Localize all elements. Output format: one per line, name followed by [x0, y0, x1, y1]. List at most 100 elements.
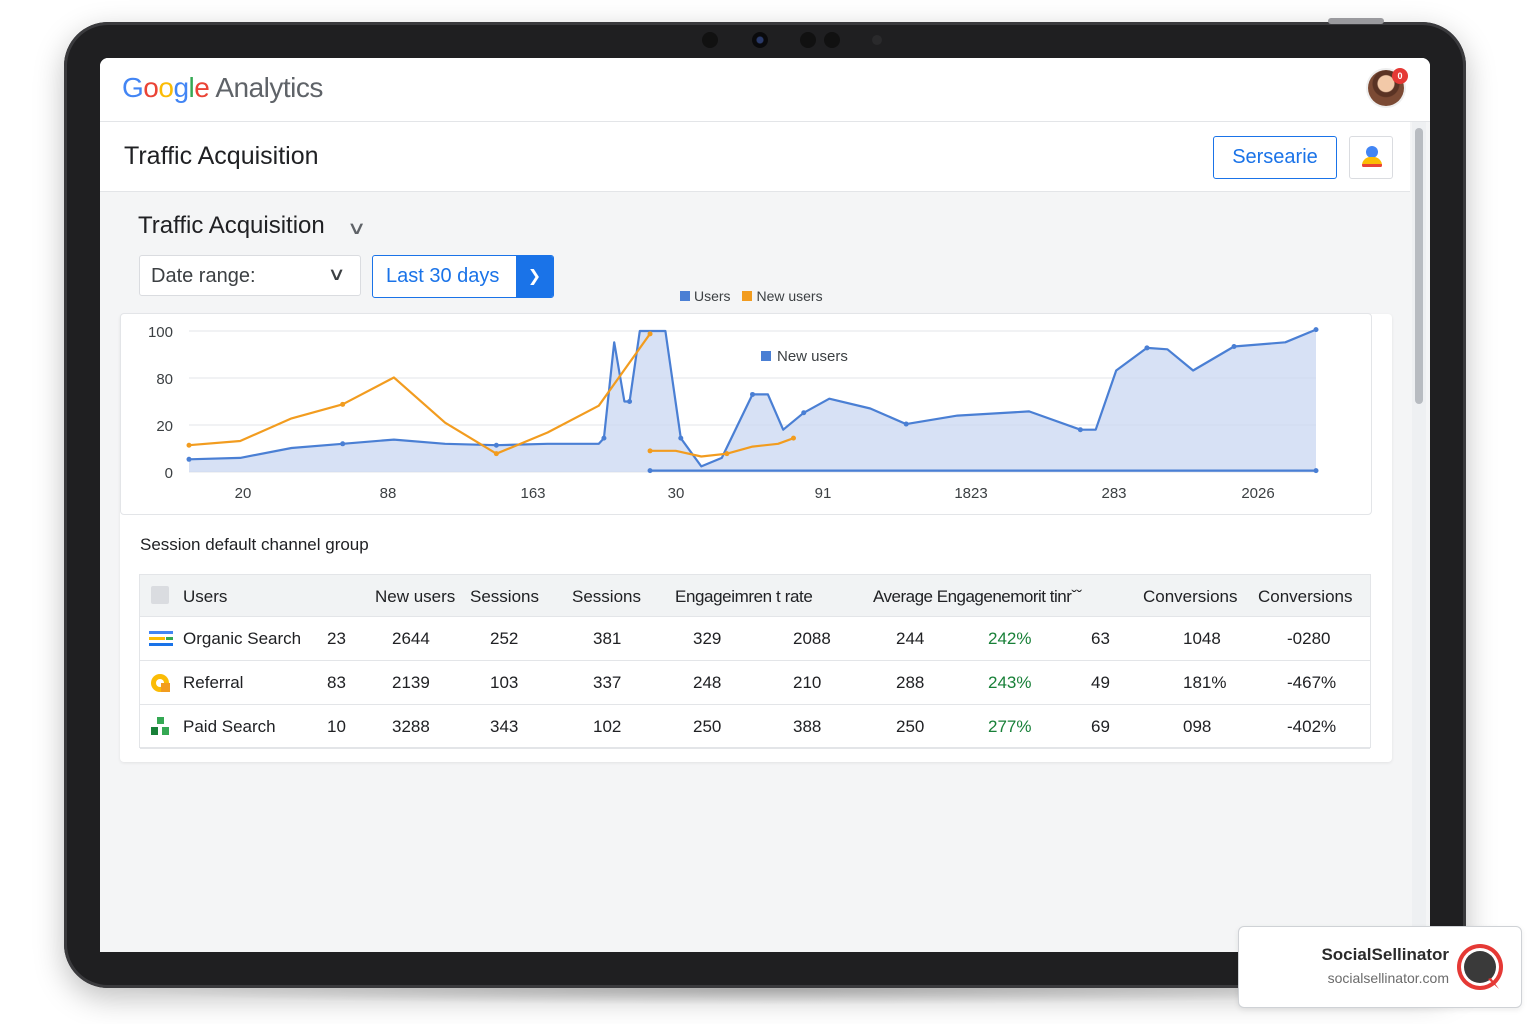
table-cell: 277%	[988, 717, 1032, 736]
table-header: Users New users Sessions Sessions Engage…	[140, 575, 1370, 617]
y-tick-label: 20	[156, 418, 173, 435]
data-point[interactable]	[186, 456, 192, 462]
save-button[interactable]: Sersearie	[1213, 136, 1337, 179]
logo-letter: l	[188, 72, 195, 103]
data-point[interactable]	[750, 391, 755, 397]
chart-svg: 100 80 20 0 20 88 163 30 91 1823 283 2026 New users	[148, 324, 1319, 502]
logo-product-name: Analytics	[215, 72, 323, 103]
data-point[interactable]	[647, 331, 653, 337]
legend-swatch-users	[680, 291, 690, 301]
table-cell: 098	[1183, 717, 1212, 736]
table-cell: 250	[693, 717, 722, 736]
table-cell: 210	[793, 673, 822, 692]
table-cell: 337	[593, 673, 622, 692]
table-cell: 83	[327, 673, 346, 692]
data-point[interactable]	[903, 421, 909, 427]
date-range-value: Last 30 days	[386, 265, 500, 287]
legend-label-new-users[interactable]: New users	[756, 288, 823, 304]
data-point[interactable]	[1313, 327, 1319, 333]
paid-search-icon	[151, 717, 169, 735]
date-range-label: Date range:	[151, 265, 256, 287]
series-line-new-users[interactable]	[188, 333, 651, 455]
table-row[interactable]: Organic Search 23 2644 252 381 329 2088 244 242%…	[140, 617, 1370, 661]
table-cell: 388	[793, 717, 822, 736]
table-title: Session default channel group	[140, 535, 369, 554]
table-cell: 244	[896, 629, 925, 648]
data-point[interactable]	[601, 435, 607, 441]
table-cell: 63	[1091, 629, 1110, 648]
camera-bar	[700, 30, 890, 50]
page-title: Traffic Acquisition	[124, 142, 319, 170]
legend-swatch-inner	[761, 351, 771, 361]
logo-letter: o	[143, 72, 159, 103]
chevron-down-icon: ∨	[327, 264, 346, 284]
table-cell: 343	[490, 717, 519, 736]
logo-letter: G	[122, 72, 144, 103]
share-button[interactable]	[1349, 136, 1393, 179]
select-all-checkbox[interactable]	[151, 586, 169, 604]
data-point[interactable]	[801, 410, 807, 416]
data-point[interactable]	[1077, 427, 1083, 433]
table-cell: 2088	[793, 629, 831, 648]
data-point[interactable]	[1144, 345, 1150, 351]
x-tick-label: 20	[235, 485, 252, 502]
y-tick-label: 80	[156, 371, 173, 388]
data-point[interactable]	[186, 442, 192, 448]
date-range-value-select[interactable]: Last 30 days ❯	[372, 255, 554, 298]
column-header[interactable]: Average Engagenemorit tinrˇˇ	[873, 587, 1082, 606]
data-point[interactable]	[647, 448, 653, 454]
channel-name[interactable]: Organic Search	[183, 629, 302, 648]
column-header[interactable]: New users	[375, 587, 456, 606]
table-cell: 381	[593, 629, 622, 648]
chevron-down-icon[interactable]: ❯	[516, 256, 553, 297]
column-header[interactable]: Conversions	[1143, 587, 1238, 606]
date-range-select[interactable]: Date range: ∨	[139, 255, 361, 296]
table-cell: 252	[490, 629, 519, 648]
data-point[interactable]	[340, 441, 346, 447]
table-row[interactable]: Referral 83 2139 103 337 248 210 288 243% 49 181% -…	[140, 661, 1370, 705]
column-header[interactable]: Sessions	[470, 587, 539, 606]
google-analytics-logo[interactable]: Google Analytics	[122, 72, 323, 104]
column-header[interactable]: Conversions	[1258, 587, 1353, 606]
legend-label-users[interactable]: Users	[694, 288, 731, 304]
data-point[interactable]	[493, 442, 499, 448]
scrollbar-thumb[interactable]	[1415, 128, 1423, 404]
series-area-users	[189, 329, 1316, 472]
camera-sensor	[702, 32, 718, 48]
table-cell: 329	[693, 629, 722, 648]
scrollbar[interactable]	[1412, 122, 1426, 952]
table-row[interactable]: Paid Search 10 3288 343 102 250 388 250 277% 69 09…	[140, 705, 1370, 749]
data-point[interactable]	[627, 399, 633, 404]
data-point[interactable]	[724, 451, 730, 457]
data-point[interactable]	[647, 468, 653, 474]
table-cell: 2139	[392, 673, 430, 692]
socialsellinator-logo-icon	[1457, 944, 1503, 990]
table-cell: 243%	[988, 673, 1032, 692]
x-tick-label: 283	[1101, 485, 1126, 502]
table-cell: -402%	[1287, 717, 1337, 736]
column-header[interactable]: Sessions	[572, 587, 641, 606]
page-header: Traffic Acquisition Sersearie	[100, 122, 1410, 192]
data-point[interactable]	[1231, 344, 1237, 350]
data-point[interactable]	[1313, 468, 1319, 474]
data-point[interactable]	[678, 435, 684, 441]
camera-sensor	[872, 35, 882, 45]
x-tick-label: 88	[380, 485, 397, 502]
column-header[interactable]: Engageimren t rate	[675, 587, 813, 606]
channel-name[interactable]: Referral	[183, 673, 244, 692]
data-table: Users New users Sessions Sessions Engage…	[139, 574, 1371, 749]
table-cell: 49	[1091, 673, 1110, 692]
series-line-users[interactable]	[188, 328, 1317, 468]
x-tick-label: 2026	[1241, 485, 1274, 502]
data-point[interactable]	[493, 451, 499, 457]
column-header[interactable]: Users	[183, 587, 228, 606]
channel-name[interactable]: Paid Search	[183, 717, 276, 736]
table-cell: 69	[1091, 717, 1110, 736]
person-icon-body	[1362, 157, 1382, 167]
data-point[interactable]	[790, 435, 796, 441]
chart-legend: Users New users	[680, 288, 823, 304]
data-point[interactable]	[340, 401, 346, 407]
chevron-down-icon[interactable]: ∨	[346, 218, 367, 238]
legend-swatch-new-users	[742, 291, 753, 301]
table-cell: -0280	[1287, 629, 1331, 648]
